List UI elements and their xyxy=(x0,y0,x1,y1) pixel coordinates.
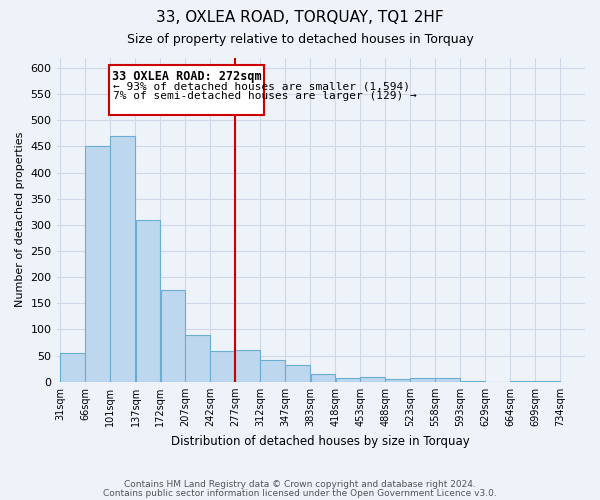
Text: Contains public sector information licensed under the Open Government Licence v3: Contains public sector information licen… xyxy=(103,488,497,498)
Bar xyxy=(311,374,335,382)
X-axis label: Distribution of detached houses by size in Torquay: Distribution of detached houses by size … xyxy=(172,434,470,448)
Bar xyxy=(285,365,310,382)
Bar xyxy=(211,352,235,382)
Bar xyxy=(260,360,284,382)
Bar xyxy=(110,136,134,382)
Bar xyxy=(435,378,460,382)
Bar xyxy=(60,353,85,382)
Text: Size of property relative to detached houses in Torquay: Size of property relative to detached ho… xyxy=(127,32,473,46)
Bar xyxy=(385,379,410,382)
Bar xyxy=(410,378,435,382)
Bar xyxy=(235,350,260,382)
FancyBboxPatch shape xyxy=(109,66,264,115)
Bar xyxy=(185,334,210,382)
Bar xyxy=(136,220,160,382)
Bar xyxy=(361,376,385,382)
Text: 33 OXLEA ROAD: 272sqm: 33 OXLEA ROAD: 272sqm xyxy=(112,70,262,82)
Bar xyxy=(335,378,360,382)
Y-axis label: Number of detached properties: Number of detached properties xyxy=(15,132,25,308)
Text: 33, OXLEA ROAD, TORQUAY, TQ1 2HF: 33, OXLEA ROAD, TORQUAY, TQ1 2HF xyxy=(156,10,444,25)
Bar xyxy=(85,146,110,382)
Text: 7% of semi-detached houses are larger (129) →: 7% of semi-detached houses are larger (1… xyxy=(113,92,416,102)
Text: ← 93% of detached houses are smaller (1,594): ← 93% of detached houses are smaller (1,… xyxy=(113,81,410,91)
Bar xyxy=(161,290,185,382)
Text: Contains HM Land Registry data © Crown copyright and database right 2024.: Contains HM Land Registry data © Crown c… xyxy=(124,480,476,489)
Bar xyxy=(535,381,560,382)
